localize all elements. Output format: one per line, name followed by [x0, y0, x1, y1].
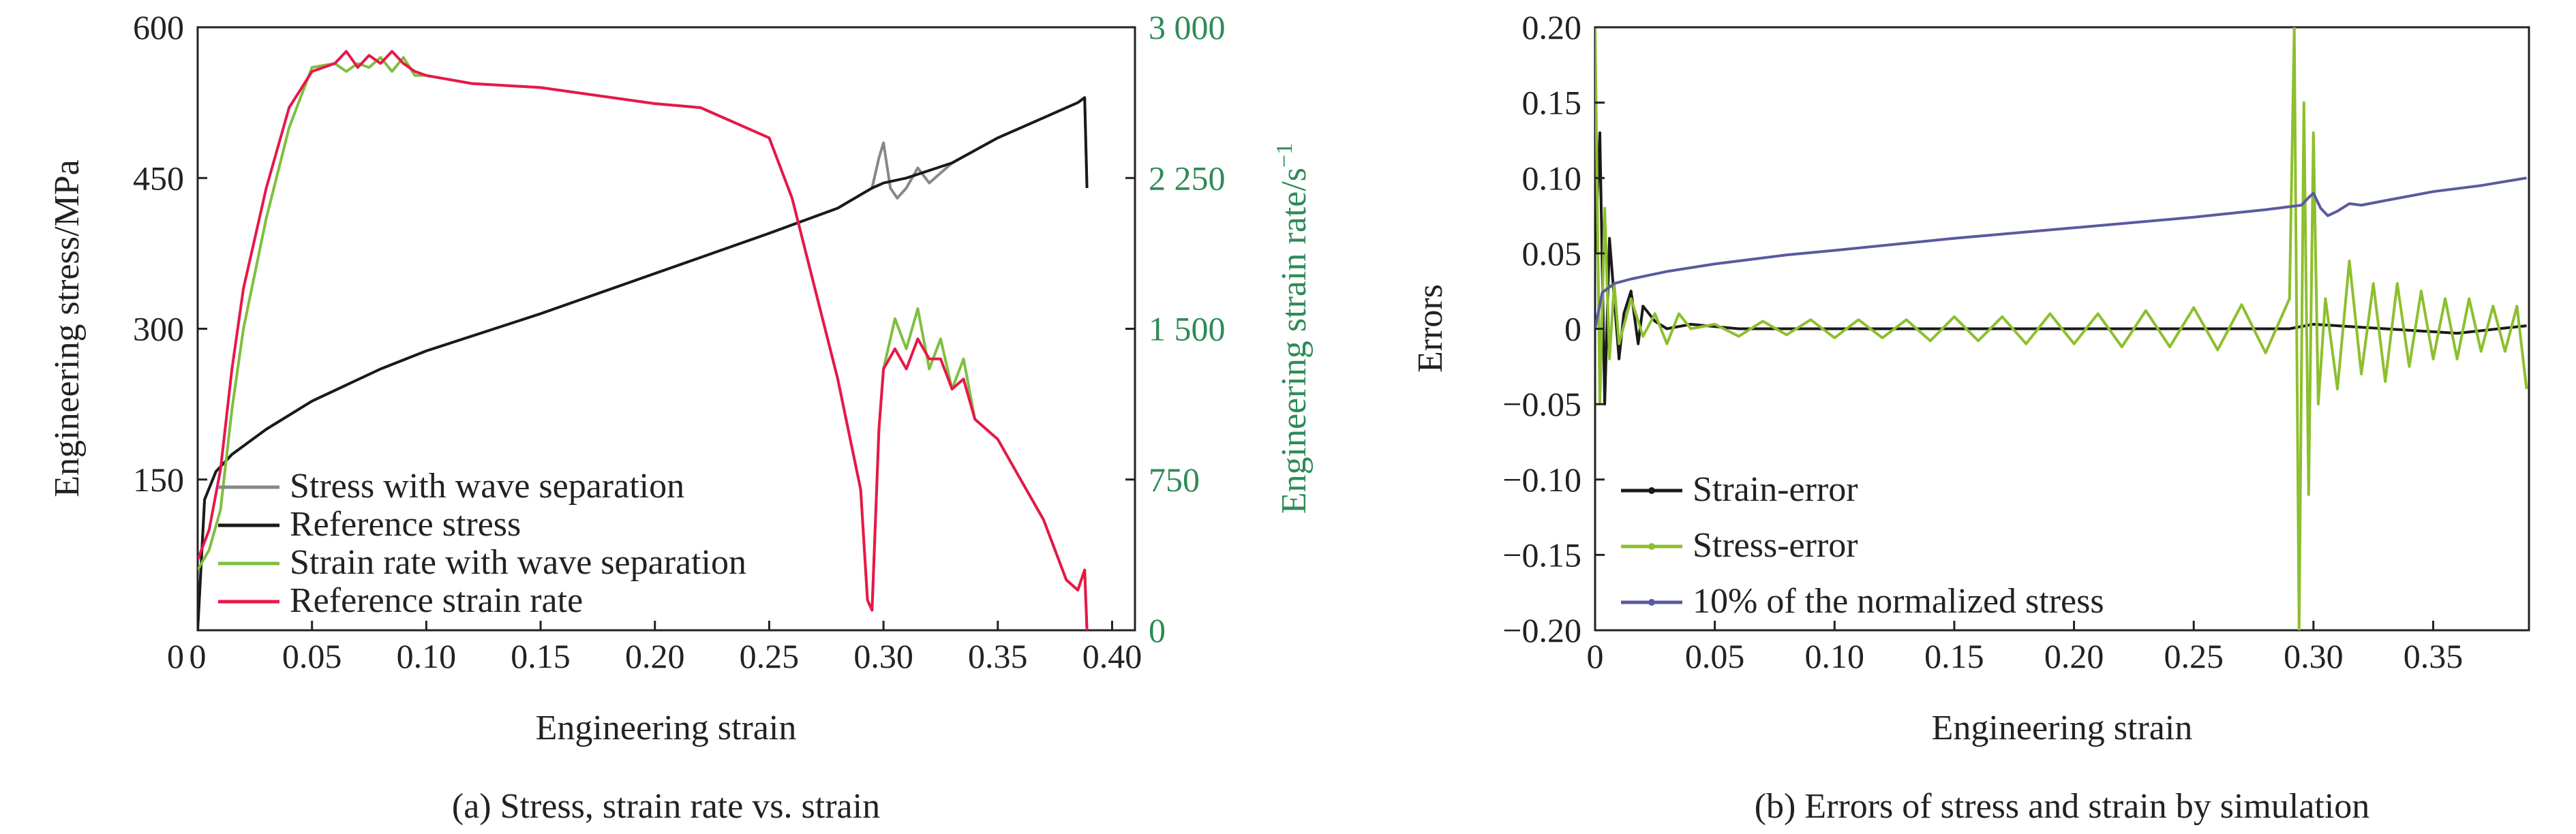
chart-a-ylabel: Engineering stress/MPa — [48, 159, 87, 497]
legend-marker — [1648, 543, 1655, 550]
chart-b-legend: Strain-error Stress-error 10% of the norma… — [1621, 470, 2104, 621]
legend-label: Reference strain rate — [290, 581, 583, 620]
series-stress-error — [1595, 27, 2528, 630]
x-tick-label: 0.30 — [853, 637, 913, 675]
y2-tick-label: 1 500 — [1149, 310, 1226, 348]
series-reference-stress — [198, 96, 1089, 630]
x-tick-label: 0.20 — [2044, 637, 2104, 675]
y-tick-label: 0.05 — [1522, 234, 1582, 273]
legend-label: Stress-error — [1693, 526, 1858, 565]
y-tick-label: 600 — [133, 8, 184, 46]
legend-label: Reference stress — [290, 505, 521, 544]
legend-label: Strain-error — [1693, 470, 1858, 509]
y-tick-label: −0.20 — [1502, 611, 1581, 649]
x-tick-label: 0.20 — [625, 637, 685, 675]
y-tick-label: 450 — [133, 159, 184, 197]
x-tick-label: 0.10 — [1805, 637, 1865, 675]
x-tick-label: 0.05 — [1685, 637, 1745, 675]
chart-b-xlabel: Engineering strain — [1932, 709, 2193, 747]
y2-tick-label: 0 — [1149, 611, 1166, 649]
y-tick-label: 0.15 — [1522, 84, 1582, 122]
x-tick-label: 0.05 — [282, 637, 342, 675]
x-tick-label: 0.35 — [968, 637, 1028, 675]
chart-a-xlabel: Engineering strain — [536, 709, 797, 747]
y-tick-label: 0 — [1564, 310, 1581, 348]
x-tick-label: 0 — [190, 637, 207, 675]
legend-marker — [1648, 487, 1655, 494]
x-tick-label: 0.15 — [511, 637, 571, 675]
y-tick-label: −0.10 — [1502, 461, 1581, 499]
x-tick-label: 0.15 — [1924, 637, 1984, 675]
y-tick-label: −0.15 — [1502, 536, 1581, 574]
x-tick-label: 0.25 — [740, 637, 800, 675]
x-tick-label: 0 — [1587, 637, 1604, 675]
chart-a-plot-area — [196, 26, 1136, 632]
x-tick-label: 0.40 — [1082, 637, 1142, 675]
x-tick-label: 0.30 — [2284, 637, 2344, 675]
chart-b-caption: (b) Errors of stress and strain by simul… — [1755, 787, 2370, 826]
y-tick-label: 150 — [133, 461, 184, 499]
y-tick-label: −0.05 — [1502, 385, 1581, 423]
chart-b-ylabel: Errors — [1411, 284, 1450, 373]
y-tick-label: 300 — [133, 310, 184, 348]
x-tick-label: 0.35 — [2404, 637, 2464, 675]
y-tick-label: 0.10 — [1522, 159, 1582, 197]
y-tick-label: 0.20 — [1522, 8, 1582, 46]
legend-marker — [1648, 599, 1655, 606]
y2-tick-label: 750 — [1149, 461, 1200, 499]
chart-b: 0 0.05 0.10 0.15 0.20 0.25 0.30 0.35 0.20 0.15 0.1… — [1411, 8, 2530, 826]
y2-tick-label: 2 250 — [1149, 159, 1226, 197]
chart-a-caption: (a) Stress, strain rate vs. strain — [452, 787, 880, 826]
series-reference-strain-rate — [198, 50, 1089, 630]
origin-label: 0 — [167, 637, 184, 675]
legend-label: Strain rate with wave separation — [290, 543, 746, 582]
x-tick-label: 0.10 — [397, 637, 457, 675]
x-tick-label: 0.25 — [2164, 637, 2224, 675]
legend-label: 10% of the normalized stress — [1693, 582, 2104, 621]
series-10-of-the-normalized-stress — [1595, 176, 2527, 329]
legend-label: Stress with wave separation — [290, 467, 684, 506]
chart-a: 0 0.05 0.10 0.15 0.20 0.25 0.30 0.35 0.40 600 450 3… — [48, 8, 1314, 826]
chart-a-y2label: Engineering strain rate/s−1 — [1272, 143, 1314, 514]
y2-tick-label: 3 000 — [1149, 8, 1226, 46]
